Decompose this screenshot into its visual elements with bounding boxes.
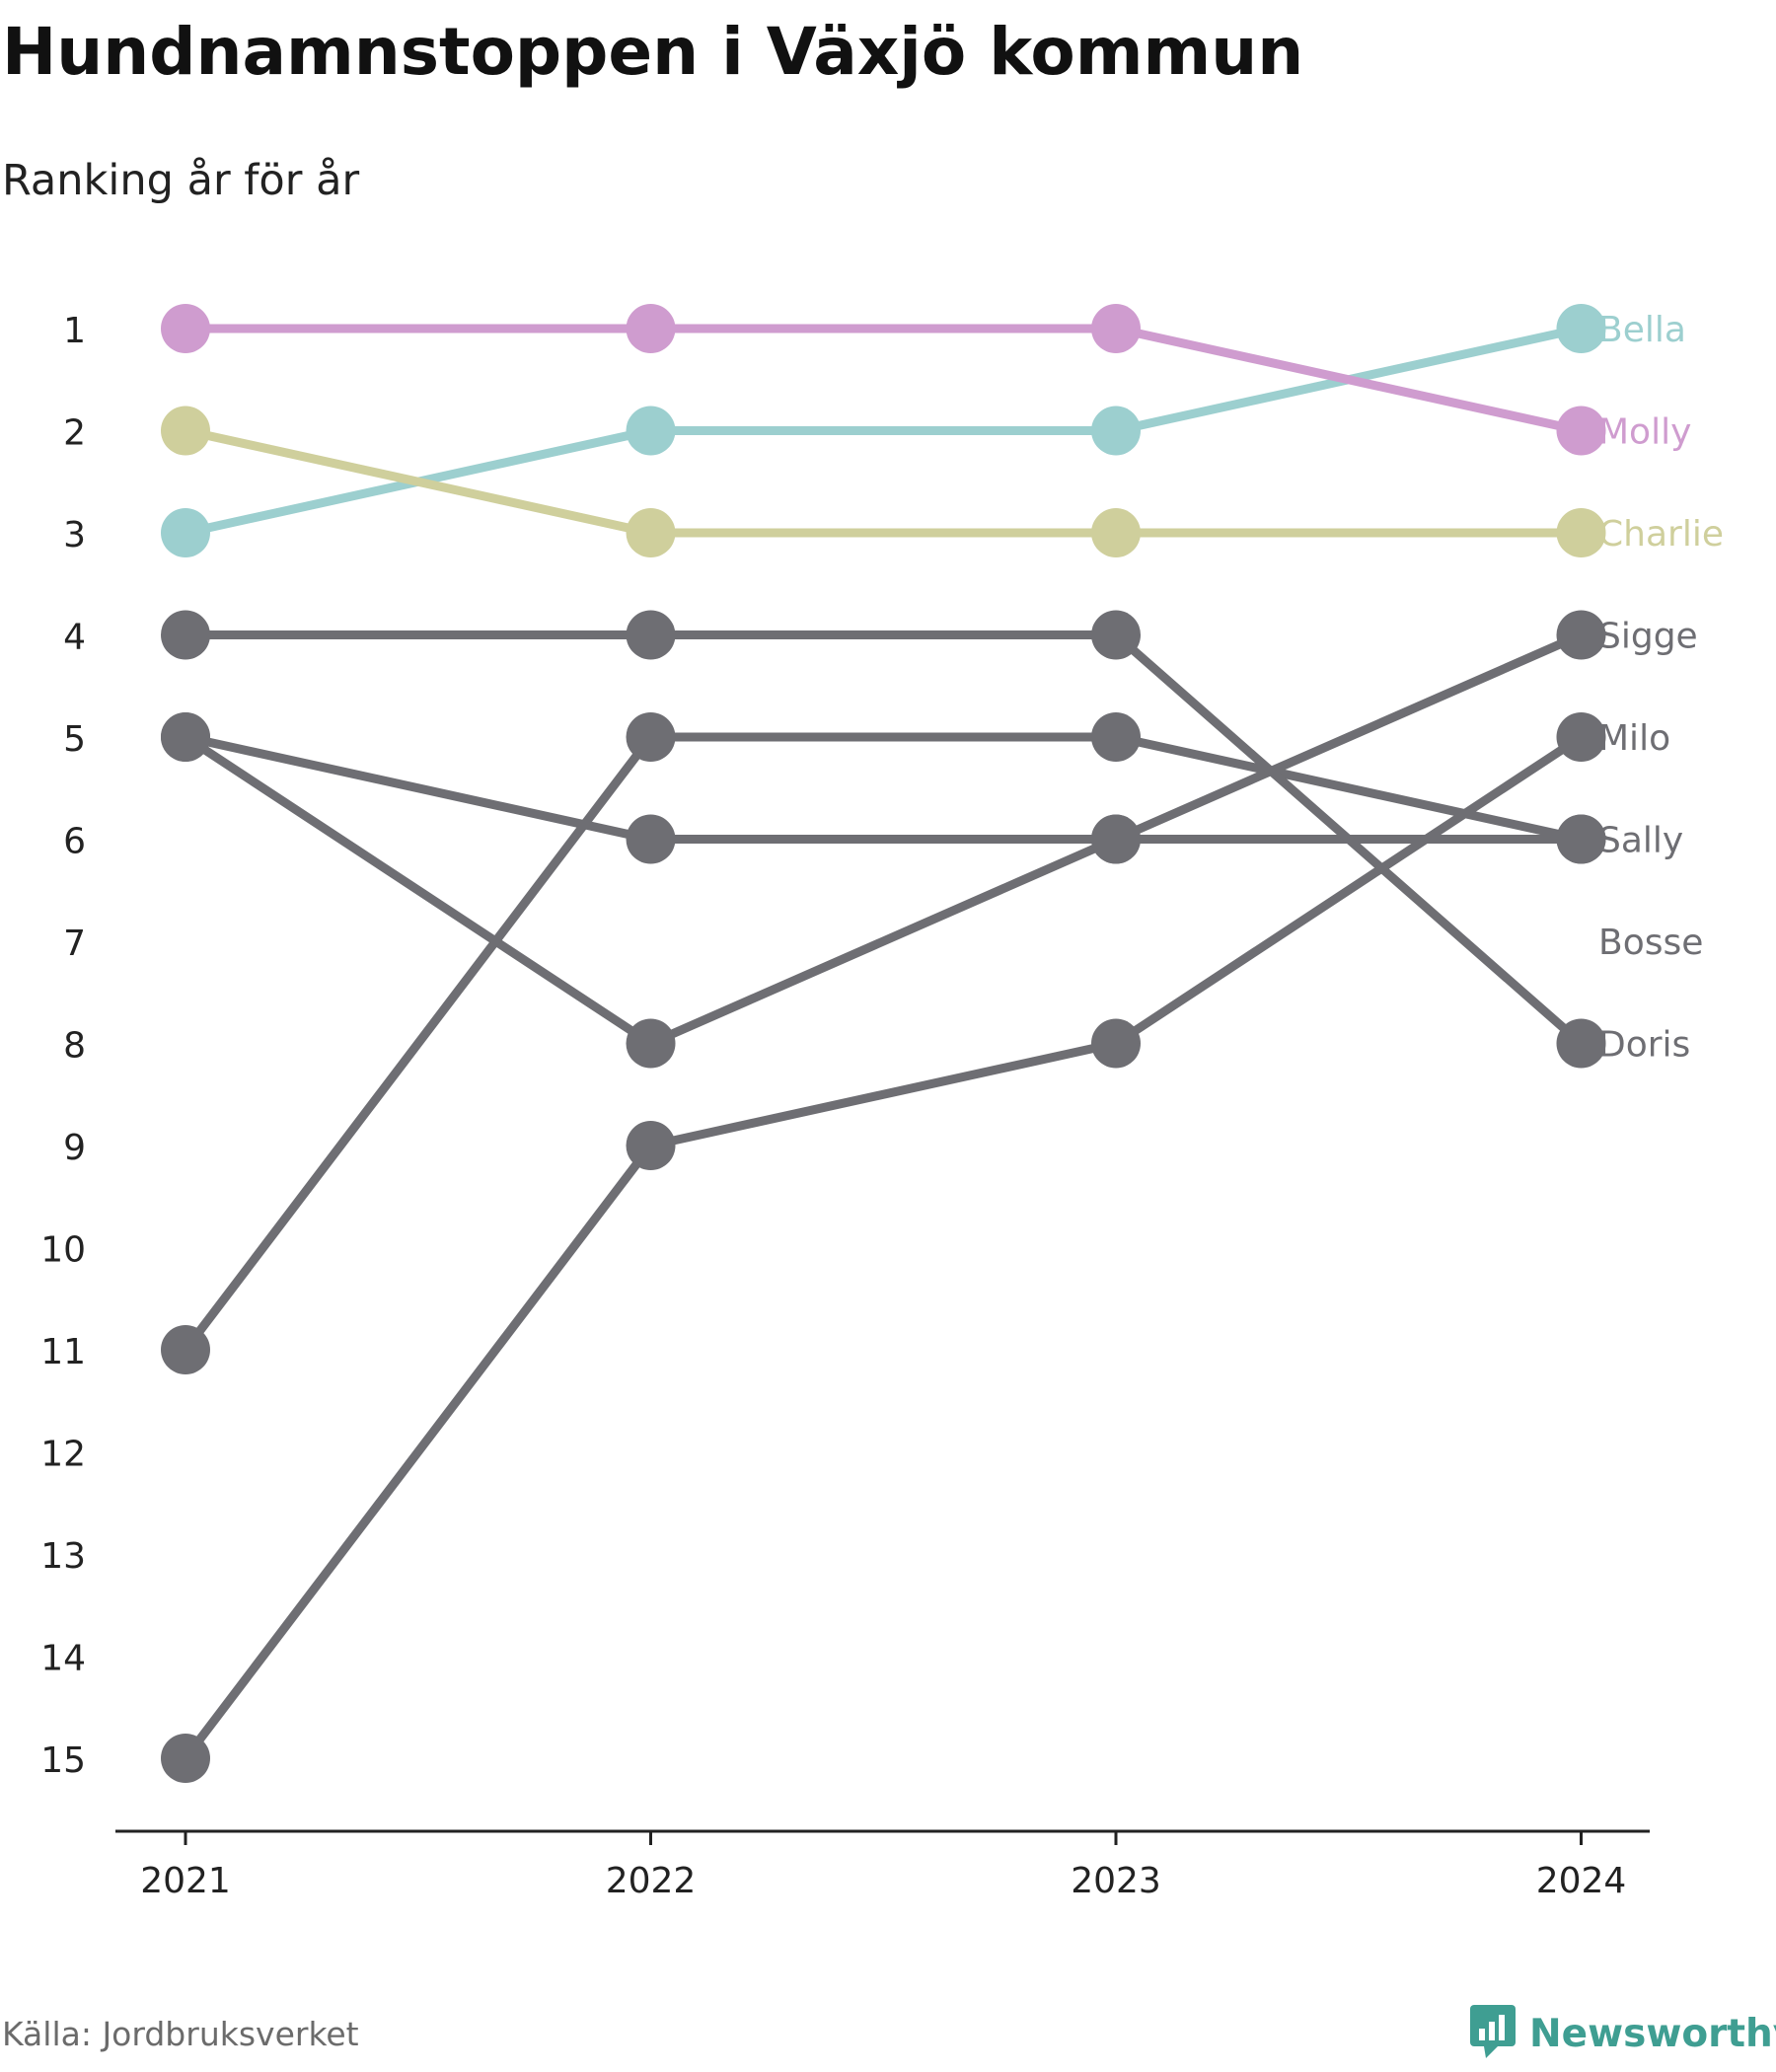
point-sigge-2022 <box>626 1018 676 1069</box>
point-bella-2022 <box>626 406 676 456</box>
series-line-sigge <box>181 630 1586 1048</box>
point-doris-2023 <box>1091 610 1141 660</box>
series-points <box>161 304 1606 1783</box>
point-bosse-2024 <box>1556 814 1606 864</box>
point-molly-2023 <box>1091 304 1141 353</box>
y-tick-label-9: 9 <box>63 1128 86 1168</box>
point-charlie-2023 <box>1091 508 1141 557</box>
point-bosse-2021 <box>161 1325 210 1374</box>
y-tick-label-12: 12 <box>40 1435 86 1475</box>
point-sally-2022 <box>626 814 676 864</box>
series-line-bosse <box>181 732 1586 1355</box>
point-milo-2024 <box>1556 712 1606 762</box>
brand-name: Newsworthy <box>1529 2012 1776 2056</box>
point-molly-2021 <box>161 304 210 353</box>
y-tick-label-1: 1 <box>63 311 86 351</box>
y-tick-label-3: 3 <box>63 515 86 555</box>
point-molly-2022 <box>626 304 676 353</box>
end-label-charlie: Charlie <box>1598 514 1724 555</box>
point-doris-2022 <box>626 610 676 660</box>
y-tick-label-13: 13 <box>40 1536 86 1577</box>
end-label-bosse: Bosse <box>1598 923 1703 963</box>
point-bella-2023 <box>1091 406 1141 456</box>
x-tick-label-2023: 2023 <box>1071 1861 1161 1901</box>
point-doris-2024 <box>1556 1018 1606 1069</box>
series-line-molly <box>181 324 1586 435</box>
point-milo-2023 <box>1091 1018 1141 1069</box>
series-line-bella <box>181 324 1586 538</box>
point-milo-2022 <box>626 1121 676 1170</box>
point-sally-2023 <box>1091 814 1141 864</box>
point-bella-2024 <box>1556 304 1606 353</box>
newsworthy-bubble-icon <box>1468 2003 1517 2065</box>
chart-subtitle: Ranking år för år <box>2 156 360 205</box>
point-doris-2021 <box>161 610 210 660</box>
series-line-sally <box>181 732 1586 844</box>
series-end-labels: Bella Molly Charlie Sigge Milo Sally Bosse Dori… <box>1598 310 1724 1066</box>
point-charlie-2022 <box>626 508 676 557</box>
end-label-sigge: Sigge <box>1598 617 1698 657</box>
point-milo-2021 <box>161 1734 210 1783</box>
y-tick-label-10: 10 <box>40 1230 86 1271</box>
series-line-charlie <box>181 426 1586 538</box>
end-label-milo: Milo <box>1598 718 1670 759</box>
y-tick-label-15: 15 <box>40 1740 86 1781</box>
point-bosse-2022 <box>626 712 676 762</box>
end-label-bella: Bella <box>1598 310 1686 350</box>
x-axis: 2021 2022 2023 2024 <box>115 1829 1650 1901</box>
y-tick-label-5: 5 <box>63 719 86 760</box>
y-tick-label-11: 11 <box>40 1332 86 1372</box>
end-label-sally: Sally <box>1598 821 1683 861</box>
x-tick-label-2022: 2022 <box>606 1861 697 1901</box>
y-tick-label-14: 14 <box>40 1639 86 1679</box>
y-tick-label-6: 6 <box>63 822 86 862</box>
point-charlie-2024 <box>1556 508 1606 557</box>
x-tick-label-2021: 2021 <box>140 1861 231 1901</box>
series-lines <box>181 324 1586 1763</box>
point-sigge-2024 <box>1556 610 1606 660</box>
y-tick-label-7: 7 <box>63 924 86 964</box>
series-line-milo <box>181 732 1586 1763</box>
x-tick-label-2024: 2024 <box>1536 1861 1627 1901</box>
end-label-doris: Doris <box>1598 1025 1690 1066</box>
point-bella-2021 <box>161 508 210 557</box>
point-charlie-2021 <box>161 406 210 456</box>
y-tick-label-4: 4 <box>63 618 86 658</box>
y-tick-label-8: 8 <box>63 1026 86 1067</box>
point-molly-2024 <box>1556 406 1606 456</box>
series-line-doris <box>181 630 1586 1048</box>
point-sally-2021 <box>161 712 210 762</box>
source-note: Källa: Jordbruksverket <box>2 2015 359 2053</box>
y-tick-label-2: 2 <box>63 413 86 454</box>
chart-title: Hundnamnstoppen i Växjö kommun <box>2 14 1304 90</box>
newsworthy-logo[interactable]: Newsworthy <box>1468 2003 1776 2065</box>
end-label-molly: Molly <box>1598 412 1691 453</box>
point-bosse-2023 <box>1091 712 1141 762</box>
